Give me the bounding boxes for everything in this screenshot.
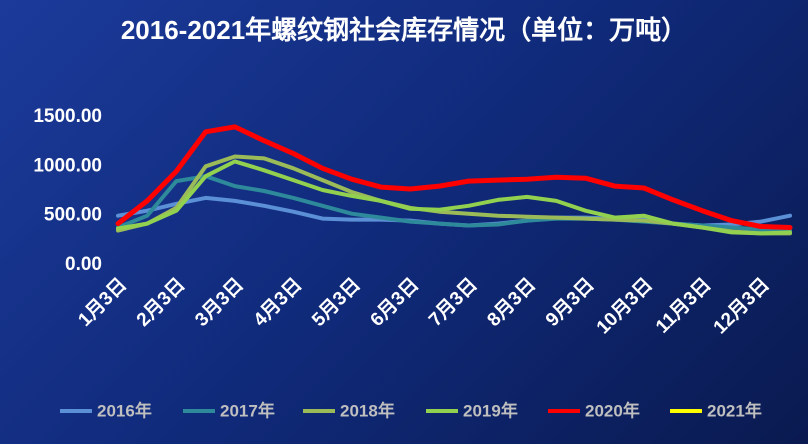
y-tick-label: 1000.00 <box>33 155 102 176</box>
x-tick-label: 11月3日 <box>652 274 715 337</box>
y-tick-label: 0.00 <box>65 254 102 275</box>
legend-label: 2017年 <box>220 400 275 420</box>
x-tick-label: 6月3日 <box>367 274 424 331</box>
x-tick-label: 3月3日 <box>191 274 248 331</box>
legend-label: 2016年 <box>97 400 152 420</box>
x-tick-label: 4月3日 <box>250 274 307 331</box>
x-tick-label: 8月3日 <box>483 274 540 331</box>
x-tick-label: 10月3日 <box>593 274 657 338</box>
legend-label: 2018年 <box>340 400 395 420</box>
x-tick-label: 5月3日 <box>308 274 365 331</box>
x-tick-label: 9月3日 <box>542 274 599 331</box>
x-tick-label: 12月3日 <box>710 274 774 338</box>
x-tick-label: 2月3日 <box>133 274 190 331</box>
series-line <box>115 124 793 230</box>
legend-label: 2020年 <box>585 400 640 420</box>
x-tick-label: 7月3日 <box>425 274 482 331</box>
chart-title: 2016-2021年螺纹钢社会库存情况（单位：万吨） <box>120 15 688 45</box>
y-tick-label: 500.00 <box>44 205 102 226</box>
y-tick-label: 1500.00 <box>33 106 102 127</box>
series-line <box>116 159 792 236</box>
legend-label: 2021年 <box>707 400 762 420</box>
x-tick-label: 1月3日 <box>74 274 131 331</box>
legend-label: 2019年 <box>463 400 518 420</box>
